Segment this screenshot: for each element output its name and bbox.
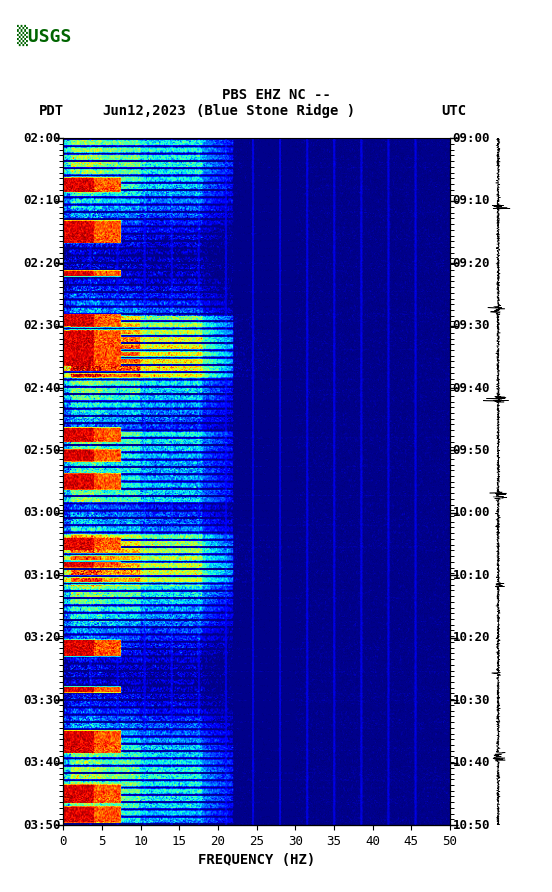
Text: 10:40: 10:40 bbox=[453, 756, 490, 769]
Text: 10:00: 10:00 bbox=[453, 507, 490, 519]
Text: 09:10: 09:10 bbox=[453, 194, 490, 207]
Text: 09:50: 09:50 bbox=[453, 444, 490, 457]
Text: 03:50: 03:50 bbox=[23, 819, 61, 831]
Text: 10:50: 10:50 bbox=[453, 819, 490, 831]
X-axis label: FREQUENCY (HZ): FREQUENCY (HZ) bbox=[198, 854, 315, 867]
Text: PDT: PDT bbox=[39, 103, 64, 118]
Text: PBS EHZ NC --: PBS EHZ NC -- bbox=[221, 87, 331, 102]
Text: 03:20: 03:20 bbox=[23, 632, 61, 644]
Text: 09:40: 09:40 bbox=[453, 382, 490, 394]
Text: 02:10: 02:10 bbox=[23, 194, 61, 207]
Text: 02:00: 02:00 bbox=[23, 132, 61, 145]
Text: 03:10: 03:10 bbox=[23, 569, 61, 582]
Text: 09:00: 09:00 bbox=[453, 132, 490, 145]
Text: ▒USGS: ▒USGS bbox=[17, 25, 71, 46]
Text: Jun12,2023: Jun12,2023 bbox=[102, 103, 186, 118]
Text: (Blue Stone Ridge ): (Blue Stone Ridge ) bbox=[197, 103, 355, 118]
Text: 10:30: 10:30 bbox=[453, 694, 490, 706]
Text: 10:10: 10:10 bbox=[453, 569, 490, 582]
Text: 09:30: 09:30 bbox=[453, 319, 490, 332]
Text: 02:20: 02:20 bbox=[23, 257, 61, 269]
Text: UTC: UTC bbox=[442, 103, 467, 118]
Text: 02:40: 02:40 bbox=[23, 382, 61, 394]
Text: 03:00: 03:00 bbox=[23, 507, 61, 519]
Text: 03:40: 03:40 bbox=[23, 756, 61, 769]
Text: 10:20: 10:20 bbox=[453, 632, 490, 644]
Text: 02:50: 02:50 bbox=[23, 444, 61, 457]
Text: 02:30: 02:30 bbox=[23, 319, 61, 332]
Text: 09:20: 09:20 bbox=[453, 257, 490, 269]
Text: 03:30: 03:30 bbox=[23, 694, 61, 706]
